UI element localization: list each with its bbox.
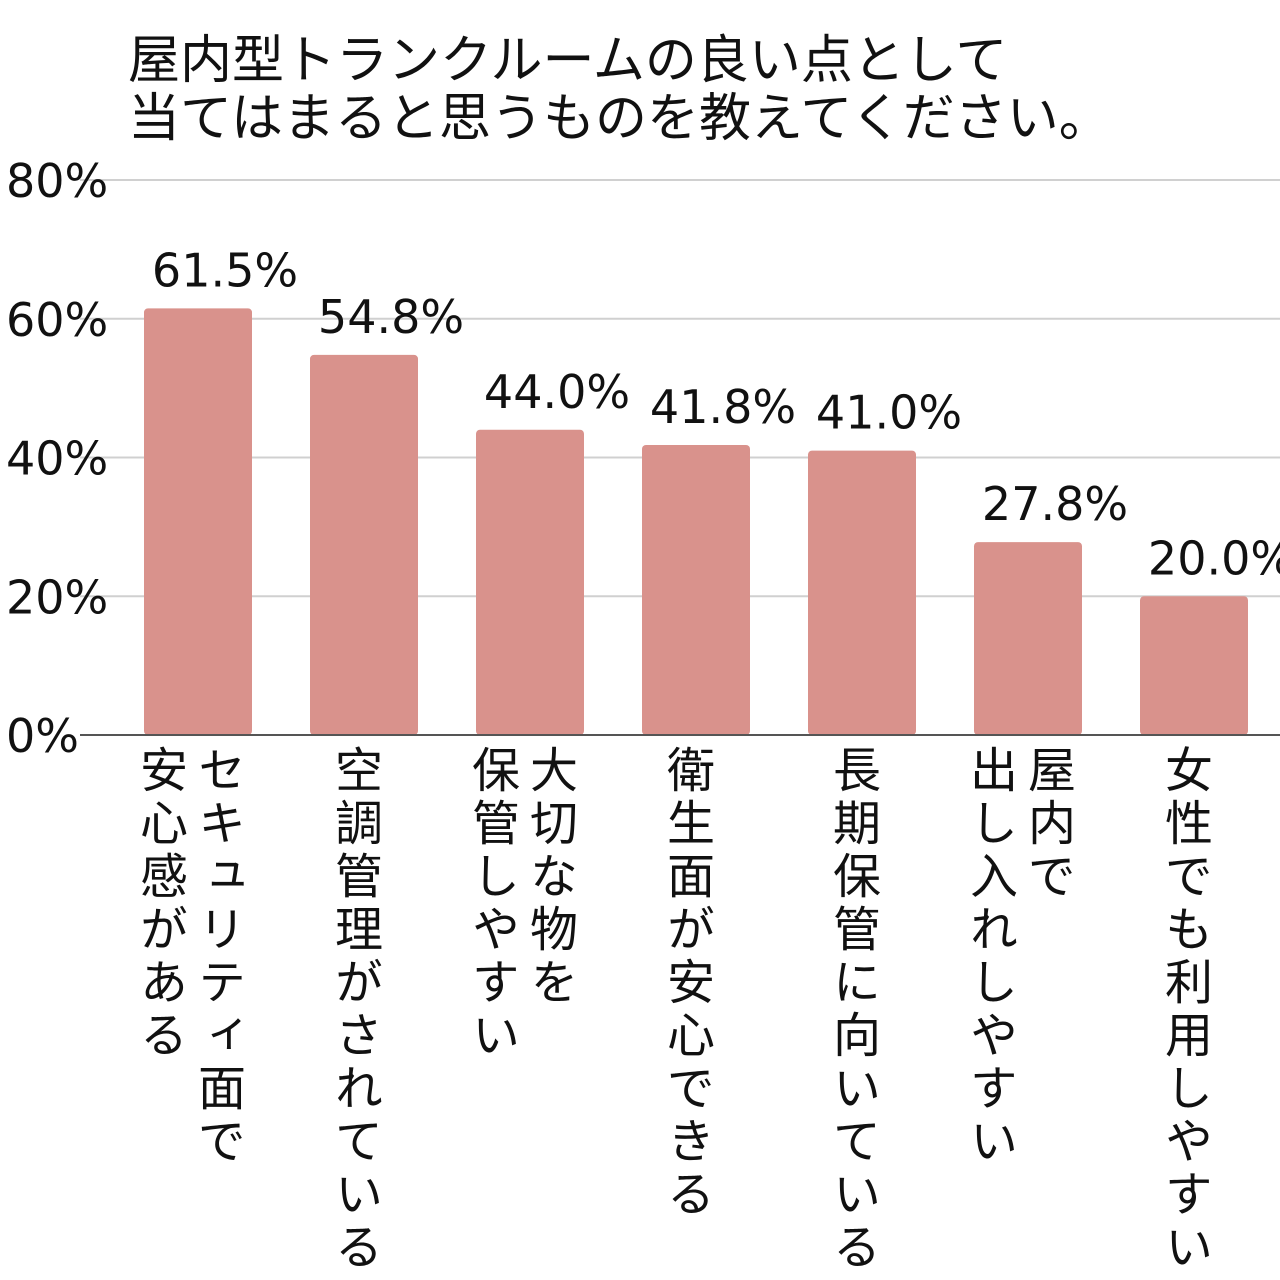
bar xyxy=(476,429,584,735)
y-tick-label: 40% xyxy=(6,432,108,486)
bar xyxy=(642,445,750,735)
y-tick-label: 20% xyxy=(6,570,108,624)
category-label: セキュリティ面で xyxy=(189,745,245,1169)
value-labels: 61.5% 54.8% 44.0% 41.8% 41.0% 27.8% 20.0% xyxy=(152,243,1280,585)
value-label: 41.8% xyxy=(650,380,796,434)
bars xyxy=(144,308,1248,735)
bar xyxy=(974,542,1082,735)
category-label: 長期保管に向いている xyxy=(824,745,880,1275)
category-label: 保管しやすい xyxy=(463,745,519,1063)
category-label: 衛生面が安心できる xyxy=(658,745,715,1222)
y-axis-ticks: 0% 20% 40% 60% 80% xyxy=(6,154,108,763)
category-label: 屋内で xyxy=(1019,745,1075,904)
y-tick-label: 60% xyxy=(6,293,108,347)
value-label: 27.8% xyxy=(982,477,1128,531)
bar xyxy=(310,354,418,735)
value-label: 41.0% xyxy=(816,386,962,440)
y-tick-label: 0% xyxy=(6,709,79,763)
category-label: 女性でも利用しやすい xyxy=(1156,745,1212,1275)
chart-title-line-2: 当てはまると思うものを教えてください。 xyxy=(128,89,1111,149)
category-label: 安心感がある xyxy=(131,745,187,1063)
value-label: 61.5% xyxy=(152,243,298,297)
bar xyxy=(1140,596,1248,735)
y-tick-label: 80% xyxy=(6,154,108,208)
bar xyxy=(808,450,916,735)
category-label: 空調管理がされている xyxy=(326,745,382,1275)
category-label: 出し入れしやすい xyxy=(961,745,1017,1169)
value-label: 54.8% xyxy=(318,290,464,344)
category-label: 大切な物を xyxy=(521,745,577,1010)
bar xyxy=(144,308,252,735)
value-label: 20.0% xyxy=(1148,531,1280,585)
chart-title-line-1: 屋内型トランクルームの良い点として xyxy=(128,31,1007,91)
value-label: 44.0% xyxy=(484,365,630,419)
